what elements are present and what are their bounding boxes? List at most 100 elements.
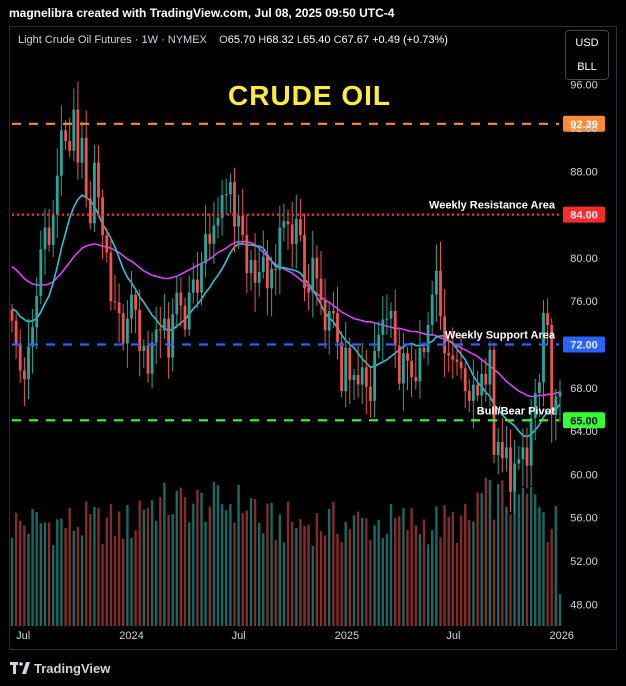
candle-body (373, 351, 376, 401)
candle-body (27, 346, 30, 380)
candle-body (451, 355, 455, 360)
volume-bar (394, 518, 397, 626)
volume-bar (373, 525, 376, 626)
candle-body (459, 361, 463, 369)
candle-body (270, 268, 273, 289)
candle-body (200, 263, 203, 293)
price-tick-label: 72.00 (570, 340, 598, 352)
volume-bar (542, 512, 545, 626)
volume-bar (472, 521, 475, 626)
price-tick-label: 76.00 (570, 296, 598, 308)
candle-body (542, 313, 545, 383)
candle-body (163, 318, 166, 331)
high-label: H (258, 34, 267, 46)
volume-bar (488, 479, 492, 626)
time-axis[interactable]: Jul 2024 Jul 2025 Jul 2026 (16, 630, 574, 642)
candle-body (204, 234, 207, 264)
price-tick-label: 84.00 (570, 210, 598, 222)
volume-bar (484, 477, 487, 626)
candle-body (290, 224, 294, 244)
candle-body (315, 257, 319, 279)
close-value: 67.67 (341, 34, 370, 46)
candle-body (294, 219, 298, 244)
candle-body (257, 272, 261, 283)
volume-bar (418, 533, 422, 626)
volume-bar (270, 503, 273, 626)
price-axis[interactable]: 48.00 52.00 56.00 60.00 64.00 68.00 72.00 76.00… (570, 80, 598, 612)
volume-bar (113, 535, 117, 626)
volume-bar (323, 535, 327, 626)
unit-label: BLL (577, 61, 597, 73)
horizontal-levels: 92.39 Weekly Resistance Area 84.00 Weekly S… (12, 115, 605, 429)
volume-bar (468, 520, 471, 626)
volume-bar (550, 528, 553, 626)
volume-bar (89, 514, 92, 626)
volume-bar (282, 542, 286, 626)
sma-slow-line (11, 240, 561, 398)
candle-body (410, 360, 413, 377)
volume-bar (167, 514, 170, 626)
volume-bar (138, 500, 141, 626)
candle-body (109, 252, 113, 302)
candle-body (439, 270, 442, 317)
price-tick-label: 60.00 (570, 469, 598, 481)
symbol-name: Light Crude Oil Futures · 1W · NYMEX (18, 34, 207, 46)
volume-bar (245, 510, 248, 626)
volume-bar (307, 525, 310, 626)
symbol-legend: Light Crude Oil Futures · 1W · NYMEX O65… (18, 34, 448, 46)
volume-bar (274, 539, 277, 626)
candle-body (558, 391, 562, 397)
volume-bar (43, 522, 47, 626)
volume-bar (501, 480, 504, 626)
level-price-label: 84.00 (570, 210, 598, 222)
volume-bar (476, 492, 479, 626)
time-tick-label: 2024 (119, 630, 143, 642)
volume-bar (249, 498, 253, 626)
volume-bar (101, 544, 104, 626)
volume-bar (262, 533, 265, 626)
volume-bar (299, 519, 302, 626)
volume-bar (447, 516, 450, 626)
candle-body (167, 318, 170, 358)
volume-bar (286, 501, 290, 626)
candle-body (130, 294, 133, 319)
candle-body (492, 349, 496, 455)
close-label: C (333, 34, 342, 46)
candle-body (476, 384, 479, 396)
volume-bar (212, 481, 216, 626)
volume-bar (56, 519, 59, 626)
volume-bar (146, 507, 150, 626)
candle-body (31, 327, 34, 347)
candle-body (533, 393, 537, 419)
volume-bar (422, 519, 426, 626)
volume-bar (402, 508, 405, 626)
time-tick-label: Jul (16, 630, 30, 642)
candle-body (426, 325, 430, 353)
candle-body (443, 316, 446, 354)
candle-body (241, 215, 245, 236)
candle-body (435, 270, 438, 295)
volume-bar (431, 530, 434, 626)
volume-bar (389, 504, 393, 626)
volume-bars (10, 476, 562, 626)
candle-body (208, 234, 212, 244)
volume-bar (179, 487, 183, 626)
volume-bar (480, 493, 483, 626)
volume-bar (105, 517, 108, 626)
unit-selector[interactable]: USD BLL (565, 30, 609, 80)
price-tick-label: 64.00 (570, 426, 598, 438)
volume-bar (80, 535, 84, 626)
volume-bar (122, 539, 125, 626)
volume-bar (451, 511, 454, 626)
candle-body (385, 318, 389, 320)
volume-bar (142, 509, 145, 626)
candle-body (286, 221, 290, 225)
price-tick-label: 48.00 (570, 599, 598, 611)
volume-bar (538, 507, 541, 626)
volume-bar (455, 543, 459, 626)
candle-body (422, 347, 426, 353)
volume-bar (237, 485, 240, 626)
price-tick-label: 52.00 (570, 556, 598, 568)
price-chart[interactable]: 92.39 Weekly Resistance Area 84.00 Weekly S… (9, 26, 617, 650)
volume-bar (35, 512, 38, 626)
